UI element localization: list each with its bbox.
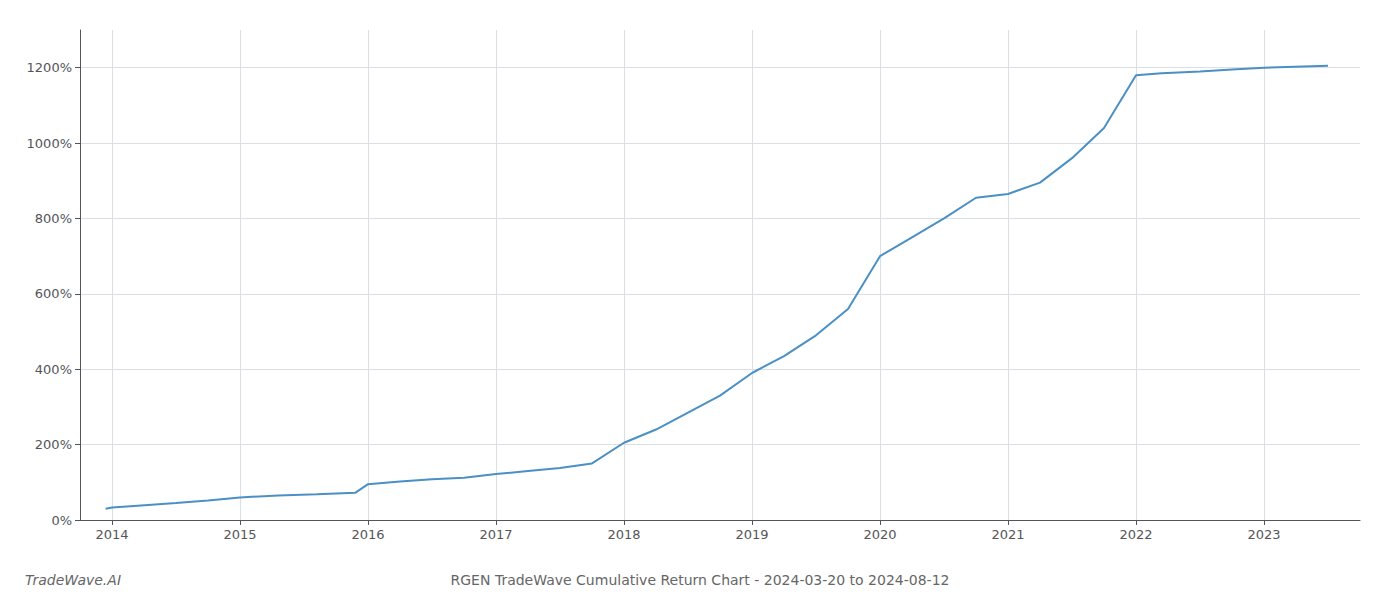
svg-text:2022: 2022 (1119, 527, 1152, 542)
svg-text:2018: 2018 (607, 527, 640, 542)
svg-text:0%: 0% (51, 513, 72, 528)
svg-text:400%: 400% (35, 362, 72, 377)
svg-text:200%: 200% (35, 437, 72, 452)
svg-text:RGEN TradeWave Cumulative Retu: RGEN TradeWave Cumulative Return Chart -… (451, 572, 950, 588)
svg-text:1200%: 1200% (27, 60, 72, 75)
svg-text:600%: 600% (35, 286, 72, 301)
svg-text:2014: 2014 (95, 527, 128, 542)
svg-text:2015: 2015 (223, 527, 256, 542)
svg-text:2020: 2020 (863, 527, 896, 542)
svg-text:2016: 2016 (351, 527, 384, 542)
svg-text:2021: 2021 (991, 527, 1024, 542)
svg-text:1000%: 1000% (27, 136, 72, 151)
svg-text:2017: 2017 (479, 527, 512, 542)
svg-text:TradeWave.AI: TradeWave.AI (25, 572, 121, 588)
svg-text:800%: 800% (35, 211, 72, 226)
svg-text:2019: 2019 (735, 527, 768, 542)
svg-text:2023: 2023 (1247, 527, 1280, 542)
